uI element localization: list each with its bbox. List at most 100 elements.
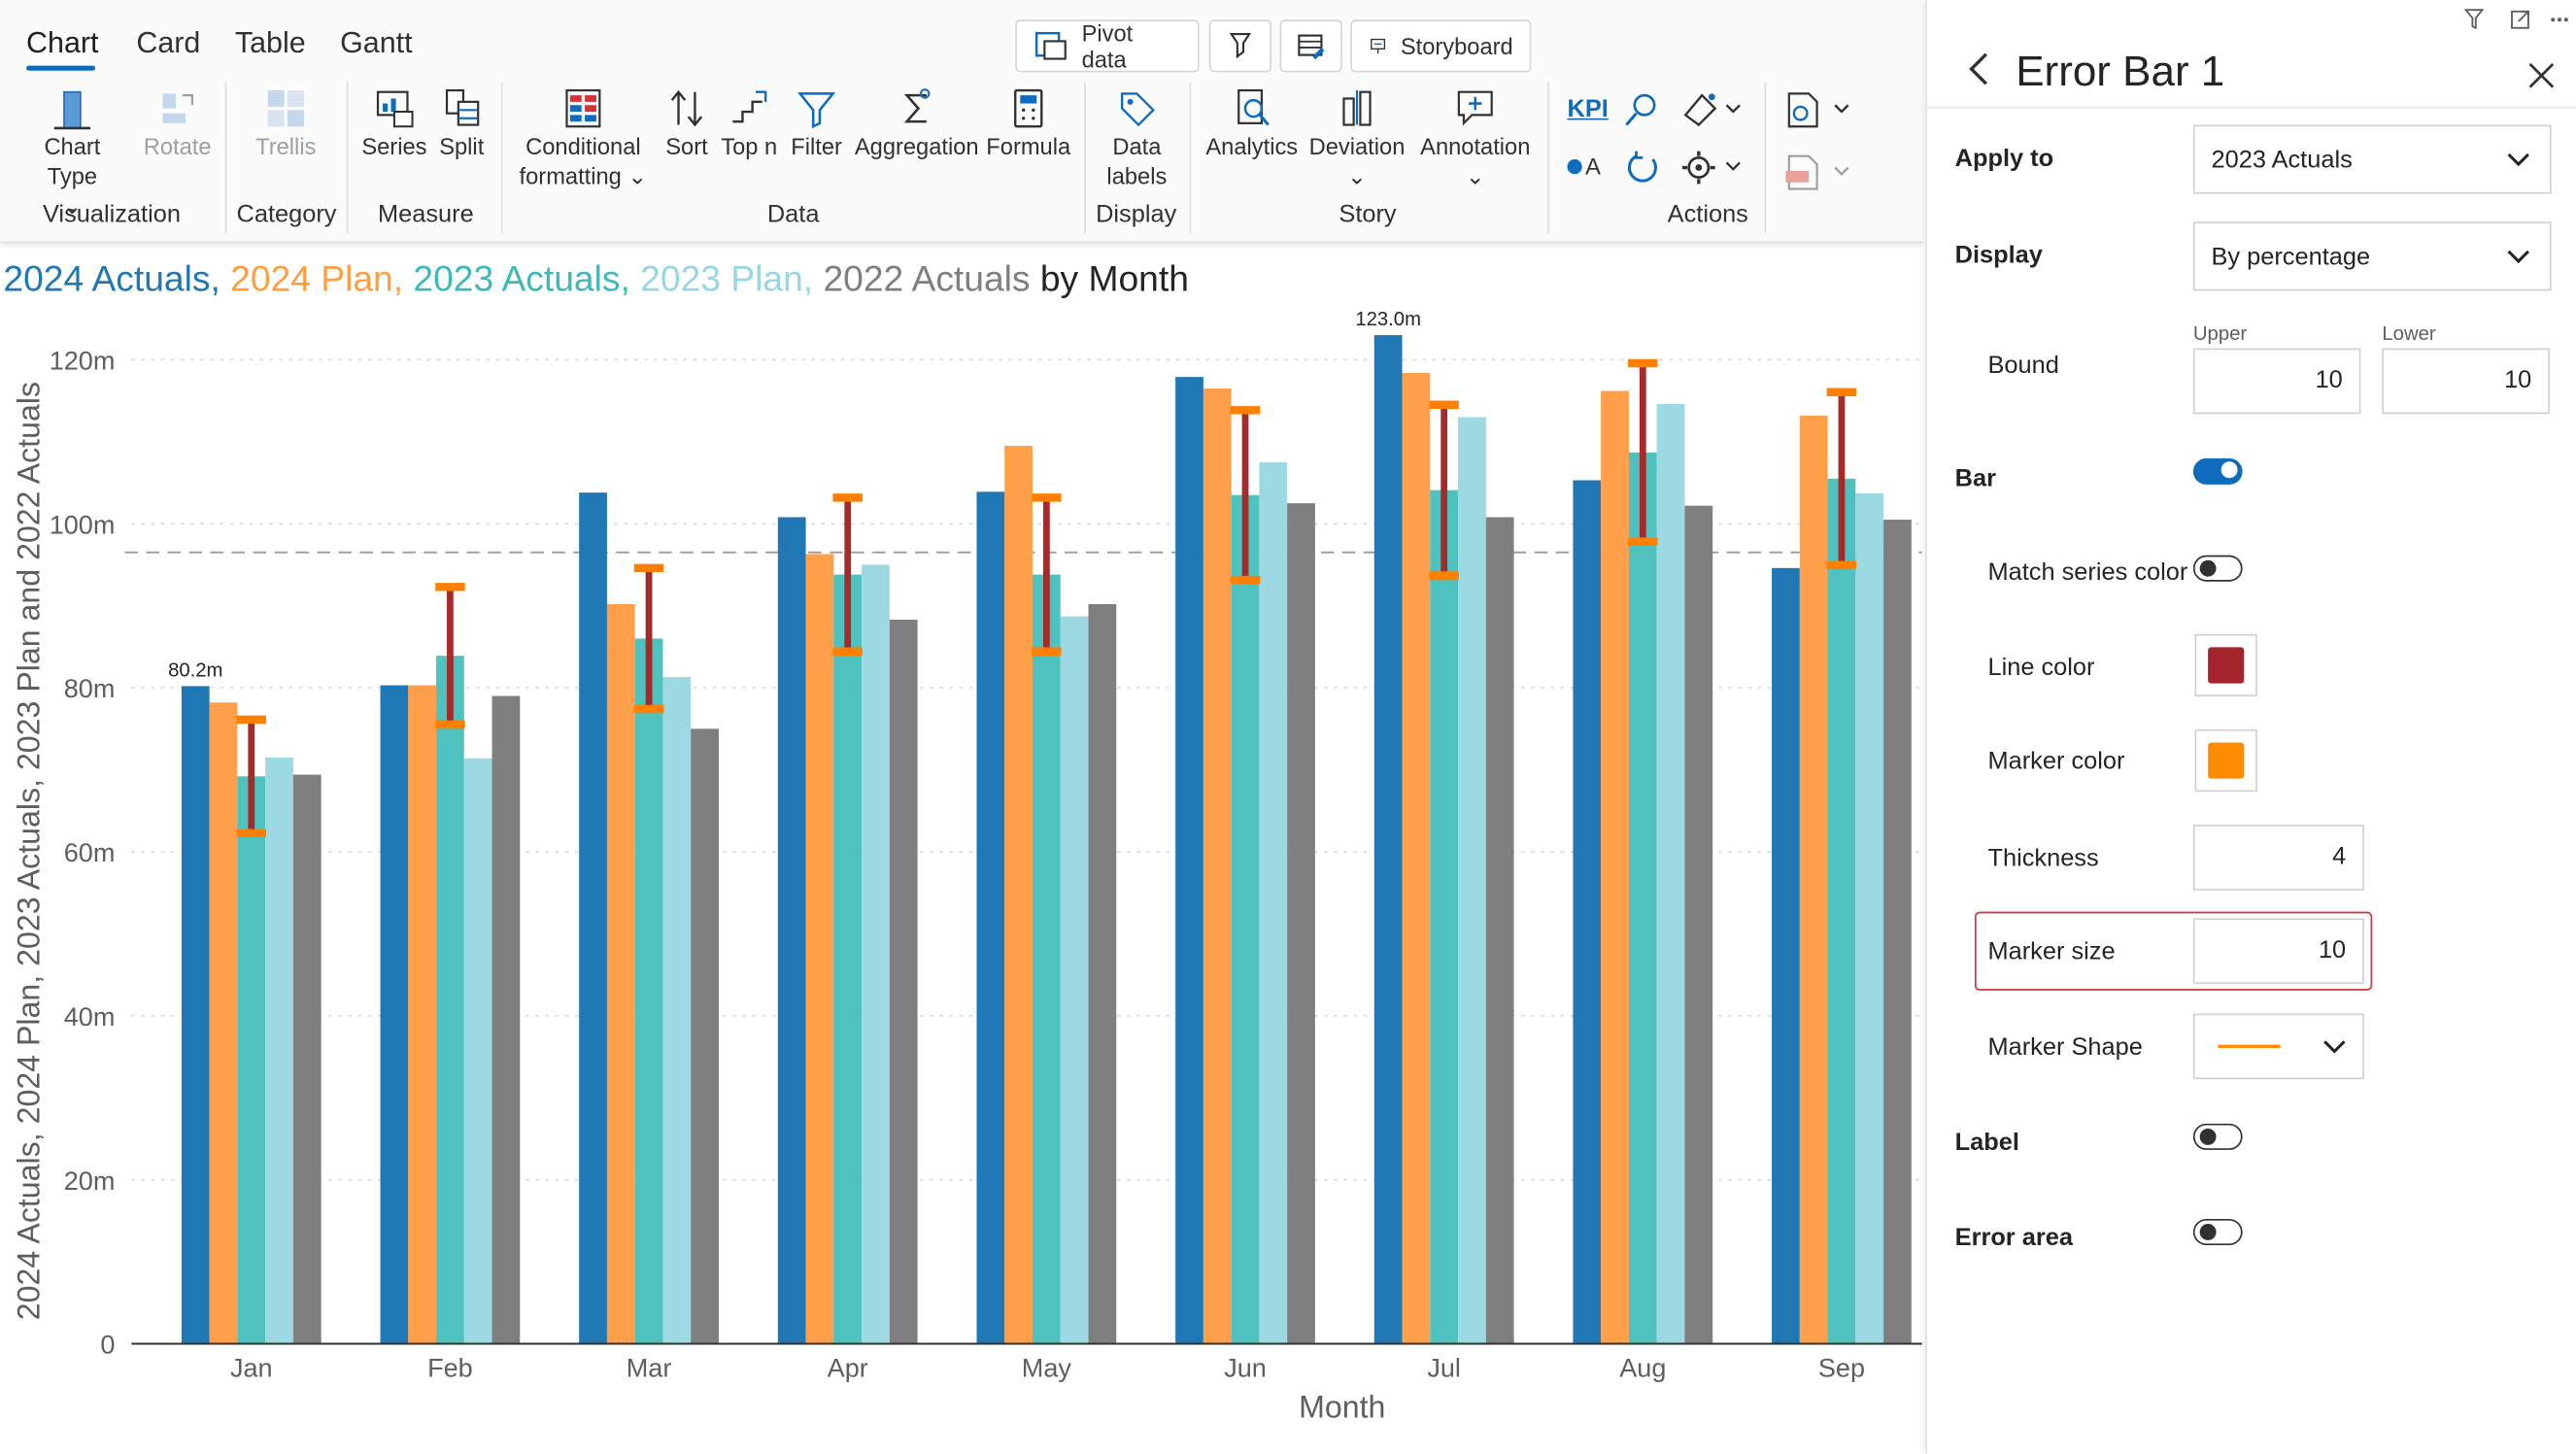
filter-button[interactable]: Filter	[785, 85, 847, 161]
pdf-export-icon[interactable]	[1780, 152, 1856, 194]
chart-title-part: 2024 Actuals,	[3, 257, 231, 299]
y-tick-label: 40m	[64, 1002, 116, 1031]
marker-color-picker[interactable]	[2194, 728, 2257, 793]
bar	[889, 620, 918, 1344]
panel-window-icons[interactable]	[2462, 7, 2571, 33]
rotate-button[interactable]: Rotate	[141, 85, 213, 161]
table-settings-button[interactable]	[1279, 19, 1342, 73]
dash-shape-icon	[2218, 1044, 2281, 1049]
x-tick-label: Sep	[1818, 1353, 1865, 1382]
close-icon[interactable]	[2525, 59, 2559, 92]
bar	[1259, 461, 1288, 1344]
bar-chart: 0 20m 40m 60m 80m 100m 120m Jan Feb Mar Apr May Jun J…	[12, 309, 1922, 1425]
bar	[265, 757, 293, 1344]
aggregation-button[interactable]: Aggregation	[851, 85, 982, 161]
chevron-down-icon	[2507, 250, 2529, 264]
pivot-icon	[1034, 31, 1067, 60]
toggle-knob	[2199, 558, 2217, 576]
conditional-formatting-button[interactable]: Conditional formatting ⌄	[513, 85, 654, 190]
bar	[491, 695, 521, 1344]
bar	[209, 702, 238, 1344]
chevron-down-icon: ⌄	[627, 162, 648, 189]
lower-bound-input[interactable]: 10	[2382, 348, 2550, 415]
label-toggle[interactable]	[2192, 1123, 2243, 1150]
search-icon[interactable]	[1620, 88, 1663, 131]
paint-bucket-icon[interactable]	[1679, 88, 1746, 131]
tab-gantt[interactable]: Gantt	[340, 26, 413, 59]
data-label: 80.2m	[168, 659, 222, 681]
apply-to-label: Apply to	[1954, 144, 2054, 173]
trellis-label: Trellis	[255, 132, 317, 160]
formula-label: Formula	[986, 132, 1071, 160]
ribbon: Chart Card Table Gantt Pivot data Storyb…	[0, 0, 1922, 244]
back-chevron-icon[interactable]	[1963, 50, 1996, 89]
marker-size-input[interactable]: 10	[2192, 918, 2364, 985]
match-series-color-toggle[interactable]	[2192, 555, 2243, 582]
formula-button[interactable]: Formula	[986, 85, 1071, 161]
error-bar-panel: Error Bar 1 Apply to 2023 Actuals Displa…	[1925, 0, 2576, 1454]
trellis-button[interactable]: Trellis	[247, 85, 325, 161]
bar-toggle[interactable]	[2192, 457, 2243, 485]
x-tick-label: Jan	[230, 1353, 273, 1382]
tab-table[interactable]: Table	[234, 26, 306, 59]
bar	[463, 758, 492, 1344]
annotation-icon	[1457, 90, 1493, 126]
line-color-swatch	[2208, 647, 2245, 684]
export-settings-icon[interactable]	[1780, 88, 1856, 131]
aggregation-label: Aggregation	[854, 132, 979, 160]
split-button[interactable]: Split	[430, 85, 492, 161]
group-label-display: Display	[1096, 200, 1177, 229]
data-labels-button[interactable]: Data labels	[1098, 85, 1176, 190]
storyboard-button[interactable]: Storyboard	[1350, 19, 1532, 73]
chart-title-part: 2024 Plan,	[230, 257, 414, 299]
bar	[862, 564, 890, 1344]
annotation-button[interactable]: Annotation ⌄	[1413, 85, 1539, 190]
bar	[408, 685, 437, 1344]
chart-type-button[interactable]: Chart Type ⌄	[17, 85, 128, 220]
chevron-down-icon: ⌄	[1465, 162, 1485, 189]
group-label-measure: Measure	[377, 200, 474, 229]
bar	[1060, 616, 1089, 1344]
group-label-story: Story	[1339, 200, 1397, 229]
chart-type-label: Chart Type	[44, 132, 101, 189]
tab-card[interactable]: Card	[136, 26, 201, 59]
bar-chart-icon	[53, 90, 91, 130]
y-tick-label: 20m	[64, 1167, 116, 1196]
marker-color-swatch	[2208, 742, 2245, 779]
deviation-button[interactable]: Deviation ⌄	[1306, 85, 1408, 190]
sort-button[interactable]: Sort	[659, 85, 715, 161]
sigma-icon	[903, 88, 931, 123]
display-dropdown[interactable]: By percentage	[2192, 221, 2552, 291]
apply-to-dropdown[interactable]: 2023 Actuals	[2192, 124, 2552, 194]
line-color-picker[interactable]	[2194, 633, 2257, 697]
format-painter-button[interactable]	[1208, 19, 1272, 73]
sort-label: Sort	[665, 132, 708, 160]
marker-size-highlight	[1974, 911, 2373, 991]
bar	[579, 492, 607, 1344]
y-tick-label: 60m	[64, 838, 116, 867]
pivot-data-button[interactable]: Pivot data	[1015, 19, 1200, 73]
storyboard-icon	[1371, 38, 1386, 54]
bar	[833, 574, 863, 1344]
line-color-label: Line color	[1987, 654, 2095, 682]
bar	[1203, 388, 1232, 1344]
thickness-input[interactable]: 4	[2192, 825, 2364, 891]
group-label-visualization: Visualization	[42, 200, 181, 229]
split-icon	[445, 88, 480, 126]
kpi-button[interactable]: KPI	[1567, 95, 1609, 123]
gear-icon[interactable]	[1679, 148, 1746, 187]
series-button[interactable]: Series	[361, 85, 427, 161]
error-area-toggle[interactable]	[2192, 1218, 2243, 1246]
bar-label: Bar	[1954, 464, 1996, 493]
tab-chart[interactable]: Chart	[26, 26, 99, 59]
bar	[181, 686, 210, 1344]
data-label: 123.0m	[1355, 309, 1421, 330]
refresh-icon[interactable]	[1623, 148, 1663, 187]
upper-bound-input[interactable]: 10	[2192, 348, 2361, 415]
deviation-label: Deviation	[1308, 132, 1406, 160]
label-toggle-button[interactable]: A	[1567, 152, 1601, 179]
bar	[1883, 520, 1912, 1344]
analytics-button[interactable]: Analytics	[1203, 85, 1301, 161]
marker-shape-dropdown[interactable]	[2192, 1013, 2364, 1080]
top-n-button[interactable]: Top n	[718, 85, 780, 161]
